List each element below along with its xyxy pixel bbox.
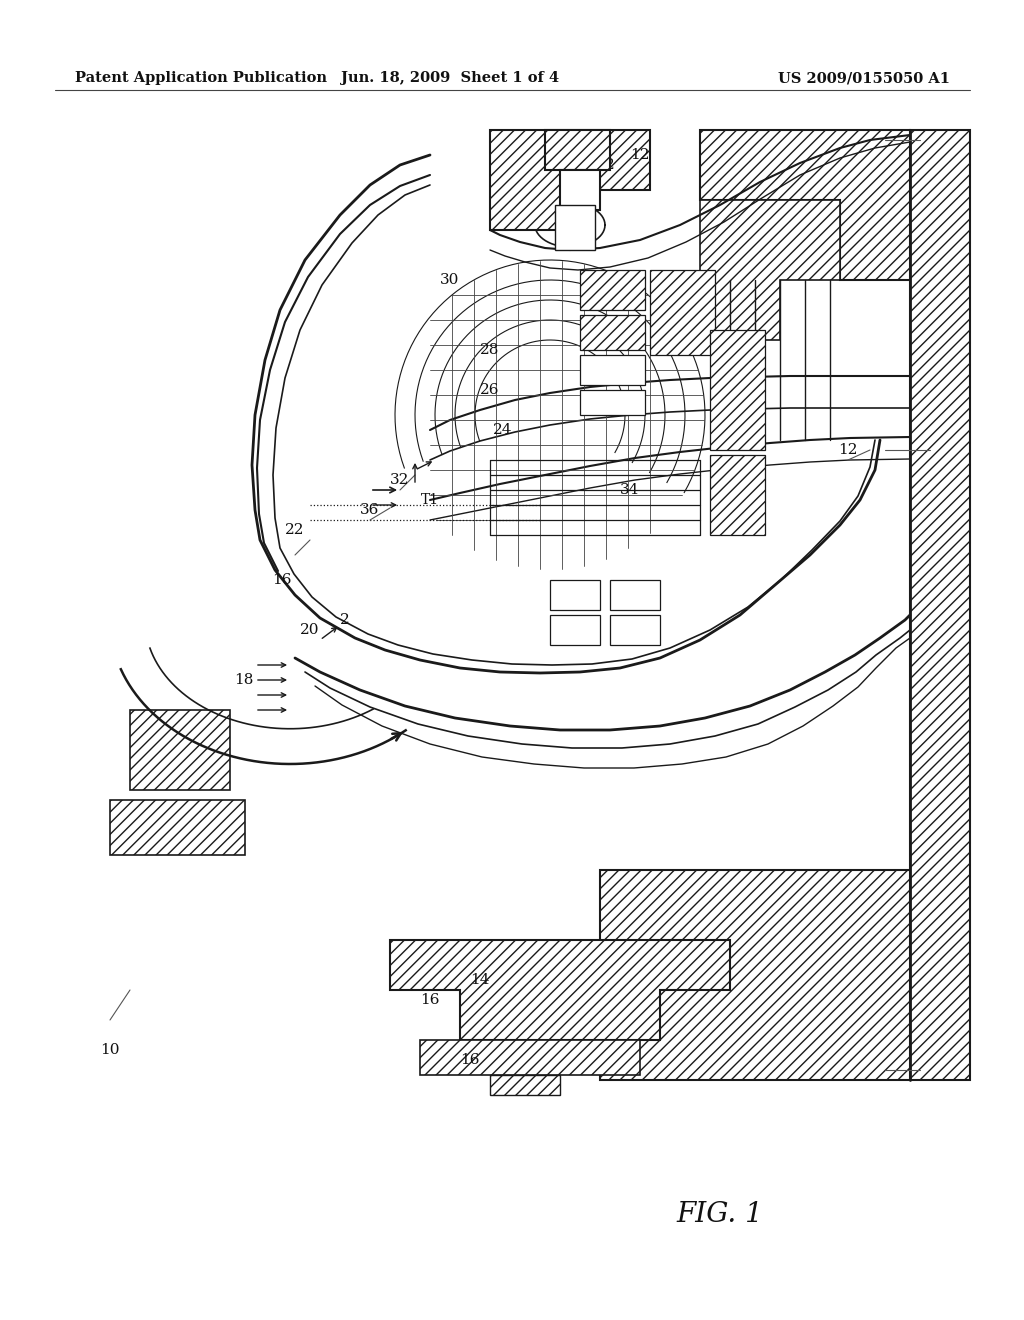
Polygon shape: [490, 129, 650, 230]
Text: 28: 28: [480, 343, 500, 356]
Text: 26: 26: [480, 383, 500, 397]
Polygon shape: [490, 1074, 560, 1096]
Polygon shape: [110, 800, 245, 855]
Text: 32: 32: [390, 473, 410, 487]
Text: 16: 16: [272, 573, 292, 587]
Polygon shape: [580, 389, 645, 414]
Text: 30: 30: [440, 273, 460, 286]
Polygon shape: [390, 940, 730, 1040]
Polygon shape: [610, 615, 660, 645]
Text: 2: 2: [605, 158, 614, 172]
Text: Patent Application Publication: Patent Application Publication: [75, 71, 327, 84]
Polygon shape: [550, 579, 600, 610]
Text: 10: 10: [100, 1043, 120, 1057]
Polygon shape: [710, 455, 765, 535]
Polygon shape: [600, 870, 910, 1080]
Text: 36: 36: [360, 503, 380, 517]
Text: FIG. 1: FIG. 1: [677, 1201, 763, 1229]
Text: 24: 24: [494, 422, 513, 437]
Polygon shape: [420, 1040, 640, 1074]
Text: 16: 16: [420, 993, 439, 1007]
Text: US 2009/0155050 A1: US 2009/0155050 A1: [778, 71, 950, 84]
Polygon shape: [550, 615, 600, 645]
Polygon shape: [555, 205, 595, 249]
Polygon shape: [580, 355, 645, 385]
Text: 2: 2: [340, 612, 350, 627]
Text: 22: 22: [286, 523, 305, 537]
Text: 18: 18: [234, 673, 254, 686]
Polygon shape: [130, 710, 230, 789]
Text: 16: 16: [460, 1053, 480, 1067]
Polygon shape: [650, 271, 715, 355]
Text: 34: 34: [621, 483, 640, 498]
Text: 12: 12: [630, 148, 650, 162]
Text: Jun. 18, 2009  Sheet 1 of 4: Jun. 18, 2009 Sheet 1 of 4: [341, 71, 559, 84]
Polygon shape: [560, 170, 600, 210]
Polygon shape: [700, 129, 910, 280]
Polygon shape: [910, 129, 970, 1080]
Text: 14: 14: [470, 973, 489, 987]
Polygon shape: [710, 330, 765, 450]
Polygon shape: [580, 315, 645, 350]
Polygon shape: [700, 201, 840, 341]
Text: T1: T1: [421, 492, 439, 507]
Polygon shape: [545, 129, 610, 170]
Text: 20: 20: [300, 623, 319, 638]
Polygon shape: [580, 271, 645, 310]
Polygon shape: [610, 579, 660, 610]
Text: 12: 12: [839, 444, 858, 457]
